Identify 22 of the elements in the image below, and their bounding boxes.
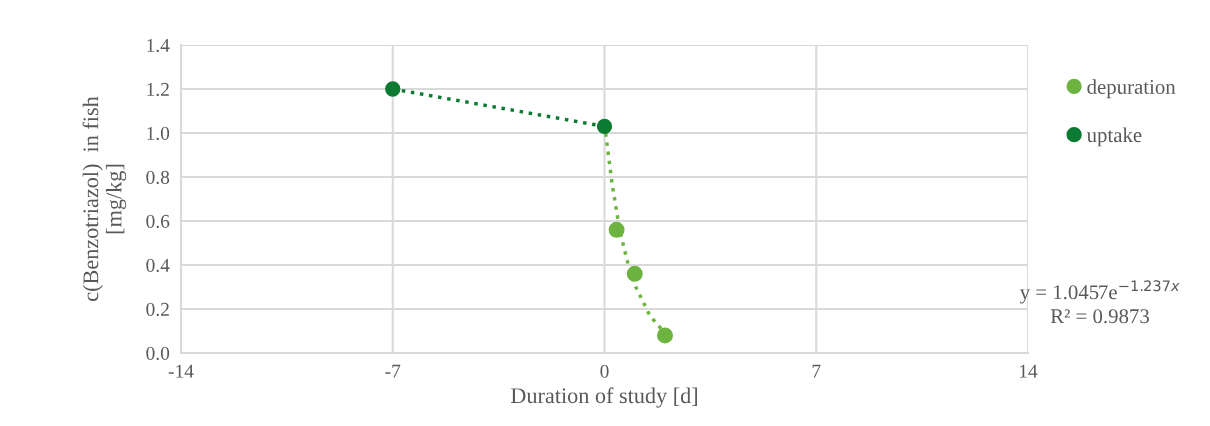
y-tick-label: 0.6 (146, 214, 170, 229)
x-tick-label: 7 (812, 364, 821, 378)
x-axis-title: Duration of study [d] (511, 387, 697, 408)
text: R² = 0.9873 (1050, 309, 1149, 324)
y-tick-label: 1.0 (147, 126, 170, 141)
x-tick-label: -7 (385, 364, 401, 378)
y-axis-title: c(Benzotriazol) in fish [mg/kg] (82, 96, 127, 301)
point (657, 327, 673, 344)
y-tick-label: 1.2 (147, 82, 169, 97)
legend-label: depuration (1087, 79, 1176, 99)
y-tick-label: 0.2 (146, 302, 169, 317)
x-tick-label: -14 (168, 364, 194, 378)
x-tick-label: 0 (600, 364, 609, 378)
legend-label: uptake (1086, 127, 1142, 147)
annotation: y = 1.0457e$^{−1.237x}$ (1019, 280, 1180, 304)
point (596, 118, 613, 135)
y-tick-label: 0.8 (146, 170, 170, 185)
y-tick-label: 1.4 (147, 38, 170, 53)
point (385, 81, 401, 97)
y-tick-label: 0.4 (146, 258, 170, 273)
y-tick-label: 0.0 (146, 346, 170, 361)
x-tick-label: 14 (1019, 364, 1038, 378)
